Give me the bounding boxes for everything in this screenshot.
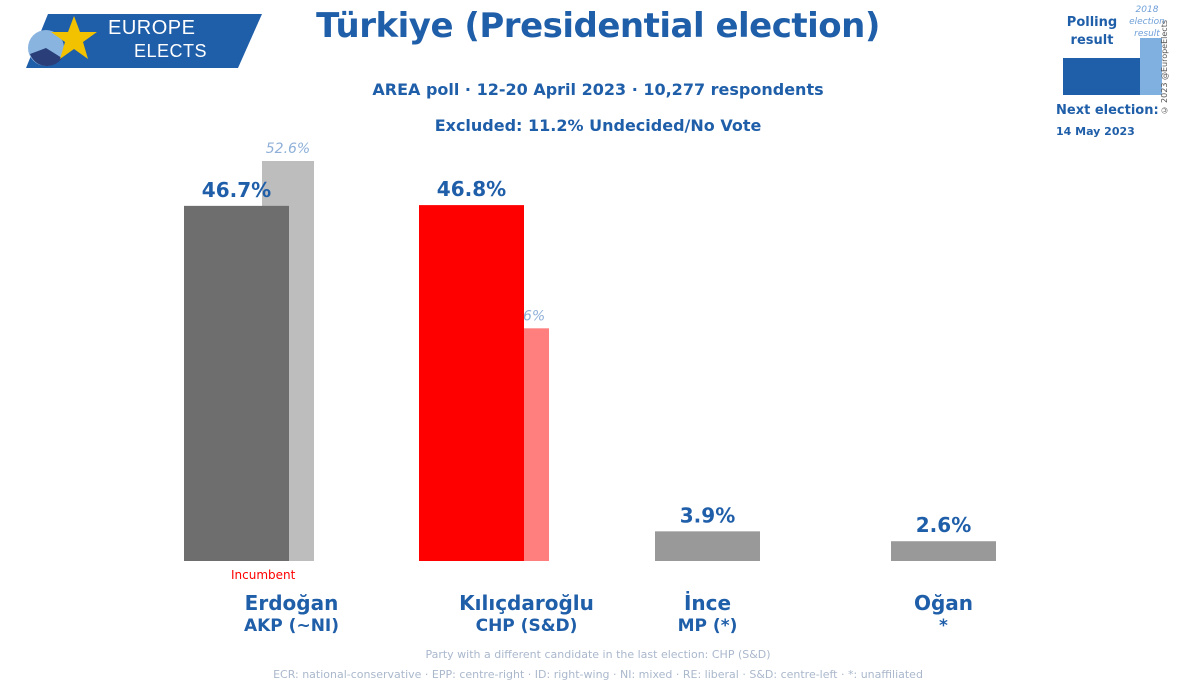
polling-result-label: 3.9% xyxy=(680,503,735,527)
party-name: AKP (~NI) xyxy=(243,616,340,636)
logo-text-elects: ELECTS xyxy=(134,41,208,61)
candidate-name: Oğan xyxy=(913,591,974,615)
party-name: * xyxy=(939,616,948,636)
legend-polling-swatch xyxy=(1063,58,1140,95)
legend-previous-swatch xyxy=(1140,38,1162,95)
polling-result-bar xyxy=(655,531,760,561)
party-name: CHP (S&D) xyxy=(475,616,578,636)
polling-result-label: 46.8% xyxy=(437,177,506,201)
incumbent-label: Incumbent xyxy=(231,568,296,582)
polling-result-label: 2.6% xyxy=(916,513,971,537)
next-election-label: Next election: xyxy=(1056,103,1159,118)
logo-text-europe: EUROPE xyxy=(108,17,196,39)
excluded-note: Excluded: 11.2% Undecided/No Vote xyxy=(434,116,762,135)
previous-result-label: 52.6% xyxy=(266,141,310,157)
legend-polling-label: Polling result xyxy=(1066,15,1118,48)
polling-result-bar xyxy=(419,205,524,562)
footnote-abbreviations: ECR: national-conservative · EPP: centre… xyxy=(273,668,923,681)
chart-title: Türkiye (Presidential election) xyxy=(316,6,880,46)
candidate-name: İnce xyxy=(683,591,732,615)
polling-result-bar xyxy=(891,541,996,561)
candidate-name: Kılıçdaroğlu xyxy=(459,591,594,615)
polling-result-label: 46.7% xyxy=(202,178,271,202)
legend-previous-label: 2018 election result xyxy=(1129,5,1165,39)
polling-result-bar xyxy=(184,205,289,561)
europe-elects-logo xyxy=(26,14,262,68)
next-election-date: 14 May 2023 xyxy=(1056,125,1135,138)
party-name: MP (*) xyxy=(677,616,738,636)
candidate-name: Erdoğan xyxy=(244,591,339,615)
chart-subtitle: AREA poll · 12-20 April 2023 · 10,277 re… xyxy=(372,80,824,99)
footnote-different-candidate: Party with a different candidate in the … xyxy=(425,648,771,661)
